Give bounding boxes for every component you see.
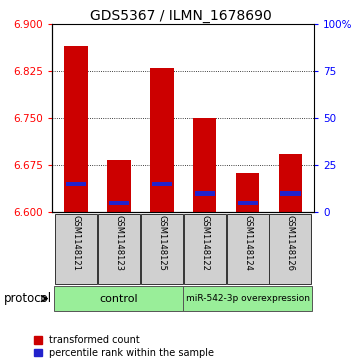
Bar — [152, 182, 172, 186]
Bar — [236, 173, 259, 212]
Bar — [183, 286, 312, 311]
Bar — [195, 191, 215, 196]
Bar — [141, 214, 183, 284]
Bar — [55, 286, 183, 311]
Text: protocol: protocol — [4, 292, 52, 305]
Bar — [55, 214, 97, 284]
Legend: transformed count, percentile rank within the sample: transformed count, percentile rank withi… — [34, 335, 214, 358]
Text: GSM1148121: GSM1148121 — [71, 215, 81, 270]
Bar — [107, 160, 131, 212]
Bar — [238, 201, 258, 205]
Bar — [227, 214, 269, 284]
Bar — [66, 182, 86, 186]
Bar — [269, 214, 312, 284]
Text: control: control — [100, 294, 138, 303]
Bar — [109, 201, 129, 205]
Bar — [98, 214, 140, 284]
Text: GSM1148122: GSM1148122 — [200, 215, 209, 270]
Bar — [279, 154, 302, 212]
Text: GSM1148125: GSM1148125 — [157, 215, 166, 270]
Text: GSM1148124: GSM1148124 — [243, 215, 252, 270]
Text: GSM1148126: GSM1148126 — [286, 215, 295, 270]
Bar — [150, 68, 174, 212]
Text: GSM1148123: GSM1148123 — [114, 215, 123, 270]
Bar — [64, 46, 88, 212]
Text: miR-542-3p overexpression: miR-542-3p overexpression — [186, 294, 310, 303]
Bar — [280, 191, 300, 196]
Bar — [184, 214, 226, 284]
Bar — [193, 118, 217, 212]
Text: GDS5367 / ILMN_1678690: GDS5367 / ILMN_1678690 — [90, 9, 271, 23]
